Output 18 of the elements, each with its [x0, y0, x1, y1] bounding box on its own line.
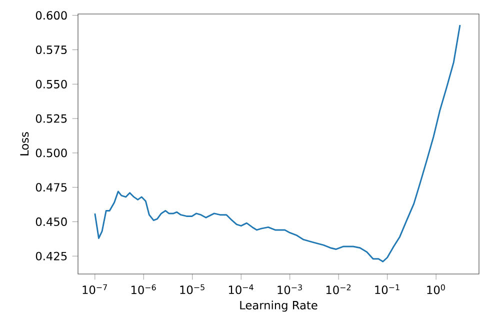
x-tick-label: 10$^{−5}$	[180, 284, 204, 294]
x-tick-label: 10$^{−2}$	[326, 284, 351, 294]
y-tick-label: 0.575	[36, 45, 67, 54]
x-tick-label: 10$^{−6}$	[132, 284, 156, 294]
x-tick-label: 10$^{0}$	[427, 284, 445, 294]
y-tick-label: 0.550	[36, 80, 67, 88]
y-tick-label: 0.600	[36, 11, 67, 20]
y-tick-label: 0.475	[36, 183, 67, 192]
y-axis-title: Loss	[20, 132, 29, 156]
y-tick-label: 0.450	[36, 217, 67, 226]
y-tick-label: 0.525	[36, 114, 67, 123]
y-tick-label: 0.500	[36, 148, 67, 158]
x-axis-title: Learning Rate	[240, 300, 318, 312]
x-tick-label: 10$^{−1}$	[375, 284, 400, 294]
y-tick-label: 0.425	[36, 252, 67, 260]
x-tick-label: 10$^{−4}$	[228, 284, 254, 294]
x-tick-label: 10$^{−7}$	[82, 284, 107, 294]
x-tick-label: 10$^{−3}$	[278, 284, 302, 294]
